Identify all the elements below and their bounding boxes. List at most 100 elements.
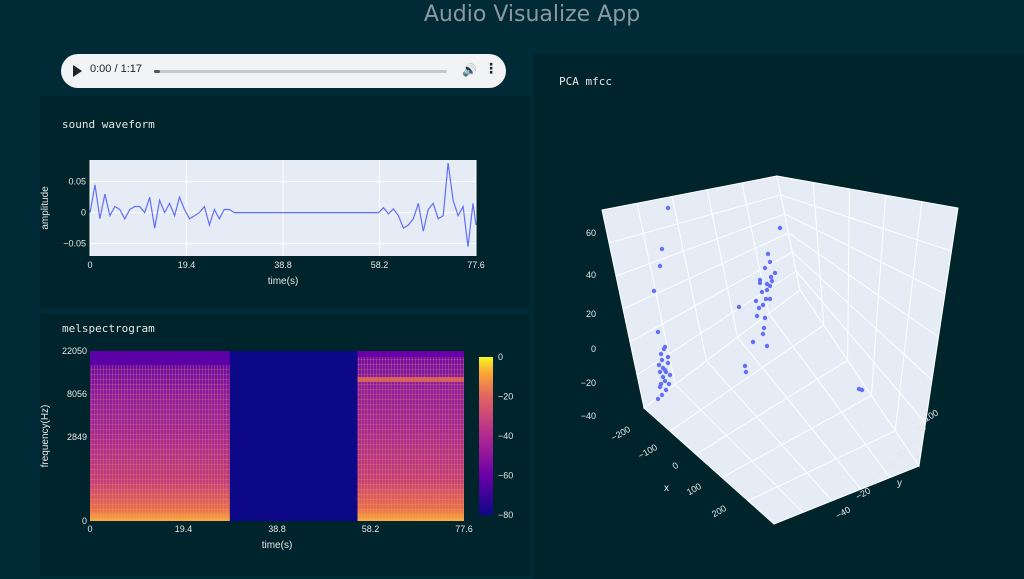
waveform-chart: 0 19.4 38.8 58.2 77.6 0.05 0 −0.05 time(s) amplit… — [40, 160, 485, 287]
pca-point — [757, 280, 763, 286]
pca-y-tick: 80 — [914, 422, 928, 436]
waveform-x-tick: 77.6 — [467, 260, 485, 270]
pca-point — [662, 378, 668, 384]
waveform-x-tick: 58.2 — [371, 260, 389, 270]
pca-point — [657, 263, 663, 269]
spec-colorbar — [479, 357, 493, 515]
spec-y-label: frequency(Hz) — [40, 405, 51, 468]
pca-grid — [695, 359, 848, 455]
pca-point — [760, 302, 766, 308]
pca-y-tick: 0 — [870, 476, 879, 487]
pca-point — [762, 265, 768, 271]
pca-grid — [615, 213, 946, 295]
pca-x-label: x — [664, 483, 669, 494]
spec-y-tick: 0 — [82, 516, 87, 526]
waveform-x-tick: 19.4 — [178, 260, 196, 270]
pca-grid — [674, 384, 804, 513]
pca-x-tick: −100 — [636, 442, 659, 461]
pca-point — [762, 315, 768, 321]
audio-progress-bar[interactable] — [154, 70, 447, 73]
pca-3d-scatter: 6040200−20−40−200−1000100200x10080604020… — [581, 175, 959, 525]
more-options-icon[interactable]: ⋮ — [484, 61, 498, 77]
spec-top-1 — [90, 351, 230, 365]
pca-point — [655, 329, 661, 335]
waveform-x-label: time(s) — [268, 276, 299, 287]
pca-z-tick: 0 — [591, 344, 596, 354]
pca-grid — [636, 270, 926, 424]
pca-point — [659, 392, 665, 398]
spec-x-tick: 0 — [87, 524, 92, 534]
pca-point — [667, 372, 673, 378]
app-title: Audio Visualize App — [423, 2, 641, 27]
pca-y-tick: 40 — [894, 447, 908, 461]
melspectrogram-chart: 0 19.4 38.8 58.2 77.6 22050 8056 2849 0 time(s) fr… — [40, 346, 513, 551]
pca-grid — [622, 232, 939, 338]
pca-point — [662, 367, 668, 373]
pca-floor — [643, 289, 920, 525]
melspectrogram-panel: melspectrogram — [40, 314, 530, 576]
pca-point — [767, 259, 773, 265]
pca-point — [736, 304, 742, 310]
pca-point — [750, 339, 756, 345]
pca-grid — [608, 194, 952, 252]
pca-point — [665, 360, 671, 366]
pca-z-tick: −40 — [581, 411, 596, 421]
spec-band-line — [357, 377, 464, 382]
pca-z-tick: 60 — [586, 228, 596, 238]
spec-top-2 — [357, 351, 464, 357]
pca-grid — [706, 360, 833, 502]
pca-point — [655, 396, 661, 402]
spec-y-tick: 2849 — [67, 432, 87, 442]
pca-point — [767, 283, 773, 289]
waveform-y-tick: −0.05 — [63, 239, 86, 249]
pca-point — [656, 362, 662, 368]
waveform-y-tick: 0.05 — [68, 177, 86, 187]
pca-point — [657, 384, 663, 390]
volume-icon[interactable]: 🔊 — [462, 63, 477, 77]
pca-point — [767, 296, 773, 302]
colorbar-tick: 0 — [498, 352, 503, 362]
pca-point — [659, 357, 665, 363]
audio-time: 0:00 / 1:17 — [90, 63, 142, 75]
pca-point — [765, 251, 771, 257]
pca-x-tick: 0 — [671, 460, 680, 471]
pca-point — [760, 331, 766, 337]
melspectrogram-title: melspectrogram — [62, 322, 155, 335]
pca-z-tick: 20 — [586, 309, 596, 319]
pca-point — [665, 354, 671, 360]
pca-point — [743, 369, 749, 375]
spec-x-label: time(s) — [262, 540, 293, 551]
pca-x-tick: 100 — [685, 481, 703, 497]
play-icon[interactable] — [73, 65, 82, 77]
pca-grid — [747, 430, 896, 502]
colorbar-tick: −20 — [498, 392, 513, 402]
waveform-y-label: amplitude — [40, 186, 51, 230]
pca-point — [769, 278, 775, 284]
spec-htexture-1 — [90, 365, 230, 521]
spec-x-tick: 77.6 — [455, 524, 473, 534]
pca-point — [761, 325, 767, 331]
pca-point — [777, 225, 783, 231]
waveform-panel: sound waveform 0 19.4 38.8 58.2 77.6 0.05 0 −0.… — [40, 96, 530, 308]
pca-grid — [721, 395, 872, 479]
pca-grid — [737, 336, 862, 490]
waveform-x-tick: 0 — [87, 260, 92, 270]
pca-point — [759, 289, 765, 295]
colorbar-tick: −40 — [498, 431, 513, 441]
pca-title: PCA mfcc — [559, 75, 612, 88]
pca-point — [657, 369, 663, 375]
pca-point — [859, 387, 865, 393]
spec-y-tick: 8056 — [67, 389, 87, 399]
pca-point — [772, 270, 778, 276]
pca-panel: PCA mfcc 60 40 20 0 −20 −40 −200 −100 0 100 200 x 10… — [534, 54, 1024, 579]
pca-point — [768, 274, 774, 280]
pca-point — [660, 374, 666, 380]
pca-grid — [629, 251, 933, 381]
audio-player[interactable]: 0:00 / 1:17 🔊 ⋮ — [61, 54, 506, 88]
pca-point — [756, 305, 762, 311]
pca-point — [666, 381, 672, 387]
waveform-y-tick: 0 — [81, 208, 86, 218]
colorbar-tick: −80 — [498, 510, 513, 520]
spec-x-tick: 58.2 — [362, 524, 380, 534]
pca-point — [764, 343, 770, 349]
